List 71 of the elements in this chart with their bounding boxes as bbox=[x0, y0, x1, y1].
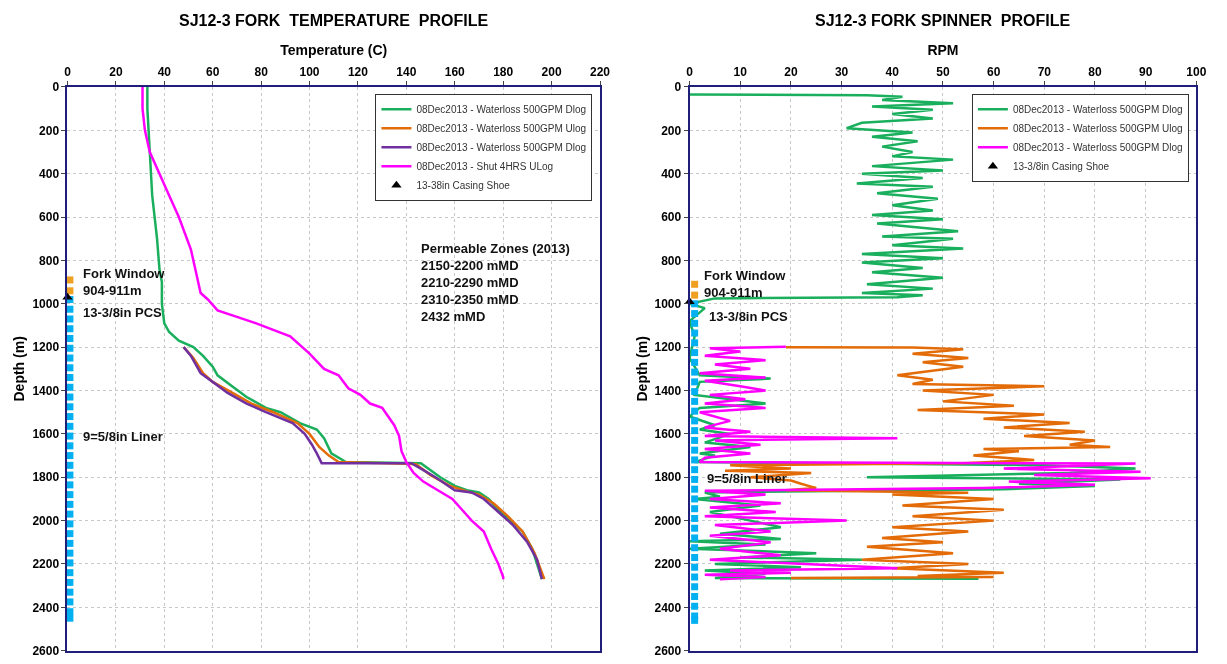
y-tick-label: 2400 bbox=[654, 600, 682, 615]
x-tick-label: 70 bbox=[1037, 65, 1052, 80]
x-tick-label: 180 bbox=[493, 65, 514, 80]
x-tick-label: 160 bbox=[444, 65, 466, 80]
y-tick-label: 0 bbox=[674, 80, 682, 95]
x-axis-title: RPM bbox=[927, 42, 959, 59]
legend-label: 08Dec2013 - Waterloss 500GPM Ulog bbox=[1012, 123, 1183, 135]
x-tick-label: 20 bbox=[109, 65, 123, 80]
y-tick-label: 2400 bbox=[32, 600, 60, 615]
x-tick-label: 50 bbox=[936, 65, 950, 80]
annotation: 13-3/8in PCS bbox=[83, 305, 163, 320]
y-tick-label: 1000 bbox=[32, 297, 60, 311]
legend-label: 08Dec2013 - Shut 4HRS ULog bbox=[416, 161, 554, 173]
y-axis-title: Depth (m) bbox=[11, 336, 28, 402]
y-tick-label: 2200 bbox=[654, 557, 682, 572]
x-tick-label: 90 bbox=[1138, 65, 1153, 80]
y-tick-label: 2000 bbox=[32, 513, 60, 528]
x-tick-label: 10 bbox=[733, 65, 748, 80]
y-tick-label: 1200 bbox=[32, 340, 60, 355]
x-axis-title: Temperature (C) bbox=[280, 42, 388, 59]
x-tick-label: 80 bbox=[1088, 65, 1102, 80]
legend-label: 13-38in Casing Shoe bbox=[416, 180, 511, 192]
y-tick-label: 1000 bbox=[654, 297, 682, 311]
y-tick-label: 2600 bbox=[32, 643, 60, 658]
y-tick-label: 2200 bbox=[32, 557, 60, 572]
legend-label: 08Dec2013 - Waterloss 500GPM Dlog bbox=[1012, 104, 1183, 116]
y-axis-title: Depth (m) bbox=[633, 336, 650, 402]
legend-label: 08Dec2013 - Waterloss 500GPM Ulog bbox=[416, 123, 587, 135]
x-tick-label: 30 bbox=[834, 65, 849, 80]
legend-label: 08Dec2013 - Waterloss 500GPM Dlog bbox=[1012, 142, 1183, 154]
y-tick-label: 200 bbox=[39, 123, 60, 138]
annotation: 13-3/8in PCS bbox=[709, 309, 789, 324]
y-tick-label: 2600 bbox=[654, 643, 682, 658]
x-tick-label: 20 bbox=[784, 65, 798, 80]
y-tick-label: 800 bbox=[39, 253, 60, 268]
chart-title: SJ12-3 FORK SPINNER PROFILE bbox=[815, 12, 1071, 29]
annotation: Fork Window 904-911m bbox=[704, 268, 787, 300]
y-tick-label: 1400 bbox=[32, 383, 60, 398]
legend-label: 13-3/8in Casing Shoe bbox=[1012, 161, 1110, 173]
x-tick-label: 220 bbox=[589, 65, 611, 80]
annotation: Permeable Zones (2013) 2150-2200 mMD 2210-2290 mMD 2310-2350 mMD 2432 mMD bbox=[421, 241, 570, 324]
chart-title: SJ12-3 FORK TEMPERATURE PROFILE bbox=[179, 12, 489, 29]
x-tick-label: 60 bbox=[986, 65, 1001, 80]
x-tick-label: 140 bbox=[396, 65, 417, 80]
legend-label: 08Dec2013 - Waterloss 500GPM Dlog bbox=[416, 104, 587, 116]
y-tick-label: 400 bbox=[661, 166, 682, 181]
x-tick-label: 200 bbox=[541, 65, 562, 80]
y-tick-label: 1800 bbox=[654, 470, 682, 485]
y-tick-label: 600 bbox=[39, 210, 60, 225]
y-tick-label: 400 bbox=[39, 166, 60, 181]
y-tick-label: 2000 bbox=[654, 513, 682, 528]
x-tick-label: 100 bbox=[299, 65, 320, 80]
legend-label: 08Dec2013 - Waterloss 500GPM Dlog bbox=[416, 142, 587, 154]
y-tick-label: 1600 bbox=[654, 427, 682, 442]
x-tick-label: 0 bbox=[64, 65, 72, 80]
annotation: 9=5/8in Liner bbox=[83, 429, 163, 444]
x-tick-label: 40 bbox=[885, 65, 900, 80]
x-tick-label: 0 bbox=[686, 65, 694, 80]
y-tick-label: 200 bbox=[661, 123, 682, 138]
y-tick-label: 1400 bbox=[654, 383, 682, 398]
y-tick-label: 1800 bbox=[32, 470, 60, 485]
y-tick-label: 800 bbox=[661, 253, 682, 268]
y-tick-label: 600 bbox=[661, 210, 682, 225]
x-tick-label: 120 bbox=[347, 65, 369, 80]
y-tick-label: 0 bbox=[52, 80, 60, 95]
x-tick-label: 80 bbox=[254, 65, 269, 80]
x-tick-label: 60 bbox=[206, 65, 220, 80]
y-tick-label: 1600 bbox=[32, 427, 60, 442]
x-tick-label: 100 bbox=[1186, 65, 1207, 80]
x-tick-label: 40 bbox=[157, 65, 172, 80]
y-tick-label: 1200 bbox=[654, 340, 682, 355]
